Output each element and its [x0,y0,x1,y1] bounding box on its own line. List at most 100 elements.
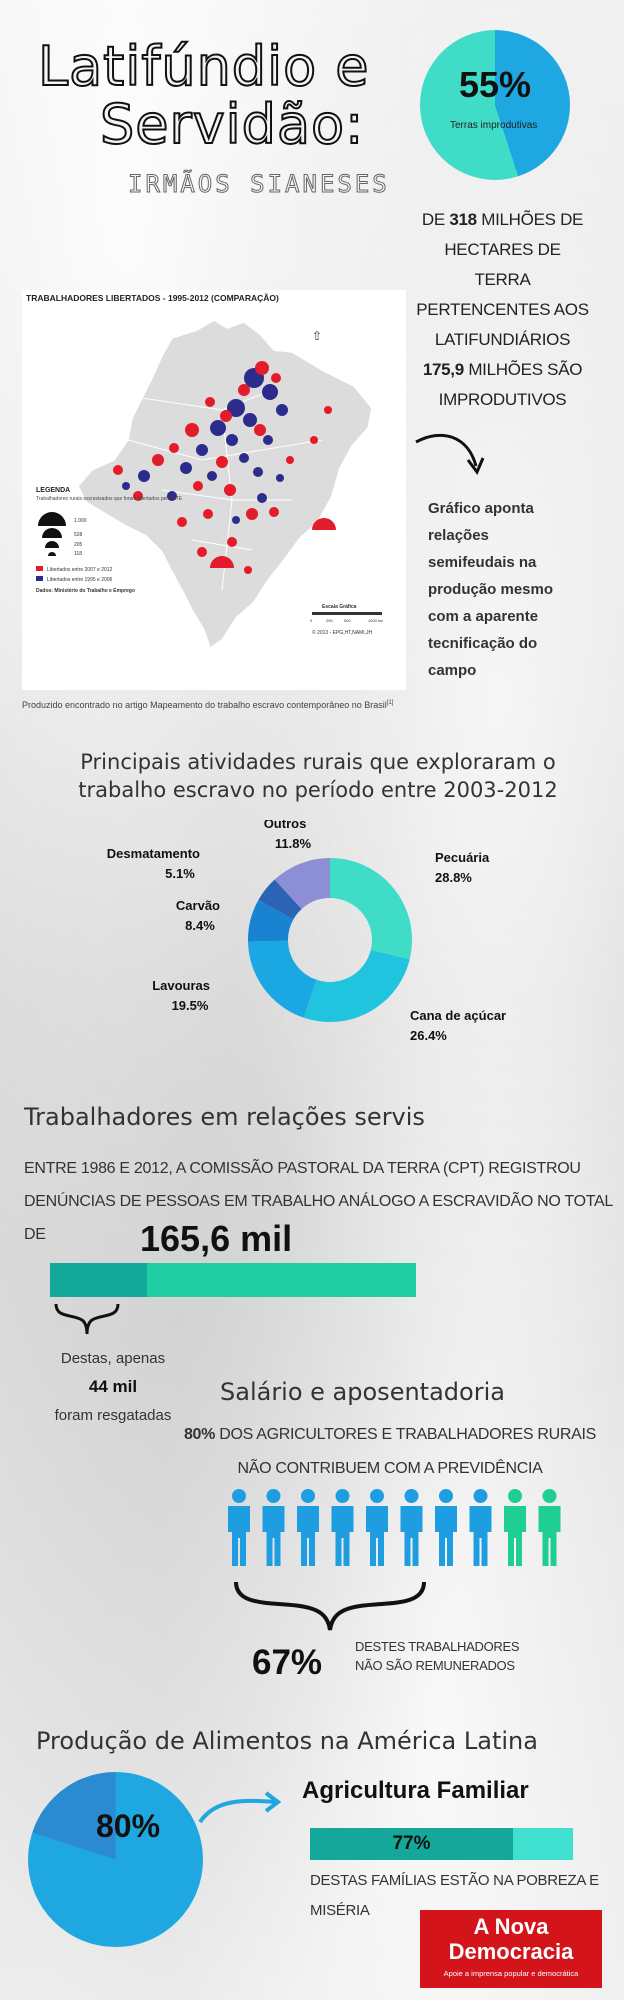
brazil-map-figure: LEGENDA Trabalhadores rurais escravizado… [22,290,406,690]
map-source: Dados: Ministério do Trabalho e Emprego [36,588,135,594]
map-dots-blue [122,368,288,524]
unpaid-label-1: DESTES TRABALHADORES [355,1639,520,1654]
map-title: TRABALHADORES LIBERTADOS - 1995-2012 (CO… [26,293,279,303]
map-scale-label: Escala Gráfica [322,604,357,610]
map-legend-title: LEGENDA [36,487,70,494]
hectares-unproductive: 175,9 [422,360,464,379]
rescued-suffix: foram resgatadas [54,1407,172,1424]
unpaid-label-2: NÃO SÃO REMUNERADOS [355,1658,515,1673]
legend-size-label-1: 1.000 [74,518,87,524]
unpaid-percent: 67% [252,1643,323,1682]
donut-category-label-4: Carvão [176,898,220,913]
hectares-total: 318 [449,210,477,229]
donut-value-label-3: 19.5% [172,998,209,1013]
donut-slice-3 [248,940,317,1018]
donut-category-label-6: Outros [264,820,307,831]
map-caption-ref: [1] [386,700,394,706]
poverty-bar-fill [310,1828,513,1860]
logo-line2: Democracia [448,1939,574,1964]
brazil-map-svg: LEGENDA Trabalhadores rurais escravizado… [36,319,384,650]
food-percent: 80% [96,1808,161,1844]
person-icon [504,1489,526,1566]
rescued-text: Destas, apenas 44 mil foram resgatadas [28,1345,198,1430]
food-heading: Produção de Alimentos na América Latina [36,1727,538,1755]
person-icon [228,1489,250,1566]
logo-line1: A Nova [473,1914,549,1939]
donut-value-label-2: 26.4% [410,1028,447,1043]
person-icon [400,1489,423,1566]
hectares-text-b: MILHÕES DE HECTARES DE TERRA PERTENCENTE… [416,210,589,349]
legend-size-3 [45,541,59,548]
map-legend-subtitle: Trabalhadores rurais escravizados que fo… [36,496,183,502]
map-credit: © 2013 - EPG,HT,NAMI,JH [312,629,372,636]
legend-size-1 [38,512,66,526]
logo-tagline: Apoie a imprensa popular e democrática [443,1969,579,1978]
map-scale-tick-3: 500 [344,618,351,623]
salary-heading: Salário e aposentadoria [220,1378,505,1406]
page-subtitle: IRMÃOS SIANESES [128,170,390,199]
donut-category-label-5: Desmatamento [107,846,200,861]
map-scale-tick-4: 1000 km [368,618,384,623]
legend-size-label-2: 528 [74,532,83,538]
legend-red-label: Libertados entre 2007 e 2012 [47,567,113,573]
page-title-line1: Latifúndio e [37,35,370,98]
unproductive-label: Terras improdutivas [450,120,538,131]
donut-value-label-6: 11.8% [275,836,312,851]
donut-labels: Pecuária 28.8% Cana de açúcar 26.4% Lavouras… [107,820,506,1043]
legend-red-swatch [36,566,43,571]
person-icon [297,1489,319,1566]
donut-slice-6 [274,858,330,910]
map-note: Gráfico aponta relações semifeudais na p… [428,500,554,679]
map-scale-bar [312,612,382,615]
donut-slice-1 [330,858,412,960]
workers-heading: Trabalhadores em relações servis [24,1103,425,1131]
donut-slice-2 [303,949,410,1022]
food-pie [28,1772,203,1947]
donut-value-label-4: 8.4% [185,918,215,933]
salary-percent: 80% [183,1426,216,1443]
curved-arrow-icon [415,433,485,475]
brace-icon [234,1581,426,1631]
unproductive-percent: 55% [458,64,532,105]
hectares-text: DE 318 MILHÕES DE HECTARES DE TERRA PERT… [415,205,590,415]
unpaid-label: DESTES TRABALHADORES NÃO SÃO REMUNERADOS [355,1637,520,1675]
salary-text-body: DOS AGRICULTORES E TRABALHADORES RURAIS … [215,1426,597,1477]
poverty-percent: 77% [392,1833,431,1854]
legend-size-2 [42,528,62,538]
donut-slice-5 [258,879,302,920]
workers-rescued-bar [50,1263,147,1297]
salary-text: 80% DOS AGRICULTORES E TRABALHADORES RUR… [180,1418,600,1486]
person-icon [435,1489,457,1566]
map-scale-tick-1: 0 [310,618,313,623]
compass-icon: ⇧ [312,329,322,343]
legend-size-label-4: 118 [74,551,82,557]
workers-text: ENTRE 1986 E 2012, A COMISSÃO PASTORAL D… [24,1160,613,1243]
rescued-value: 44 mil [88,1377,138,1396]
poverty-text: DESTAS FAMÍLIAS ESTÃO NA POBREZA E MISÉR… [310,1872,599,1919]
workers-total: 165,6 mil [140,1218,293,1259]
person-icon [366,1489,388,1566]
map-dots-red [113,361,336,574]
a-nova-democracia-logo: A Nova Democracia Apoie a imprensa popul… [420,1910,602,1988]
hectares-text-c: MILHÕES SÃO IMPRODUTIVOS [438,360,583,409]
brace-icon [54,1303,120,1335]
person-icon [262,1489,285,1566]
rescued-prefix: Destas, apenas [60,1350,166,1367]
map-scale-tick-2: 250 [326,618,333,623]
donut-category-label-1: Pecuária [435,850,490,865]
map-caption-text: Produzido encontrado no artigo Mapeament… [22,700,387,710]
person-icon [469,1489,492,1566]
people-pictogram [228,1489,561,1566]
donut-value-label-5: 5.1% [165,866,195,881]
page-title-line2: Servidão: [99,93,365,156]
legend-size-4 [48,552,56,556]
person-icon [538,1489,561,1566]
legend-size-label-3: 205 [74,542,83,548]
family-heading: Agricultura Familiar [302,1777,529,1804]
activities-donut-chart: Pecuária 28.8% Cana de açúcar 26.4% Lavouras… [107,820,506,1043]
arrow-right-icon [198,1791,282,1824]
donut-slices [248,858,412,1022]
person-icon [331,1489,354,1566]
donut-category-label-3: Lavouras [152,978,210,993]
donut-value-label-1: 28.8% [435,870,472,885]
